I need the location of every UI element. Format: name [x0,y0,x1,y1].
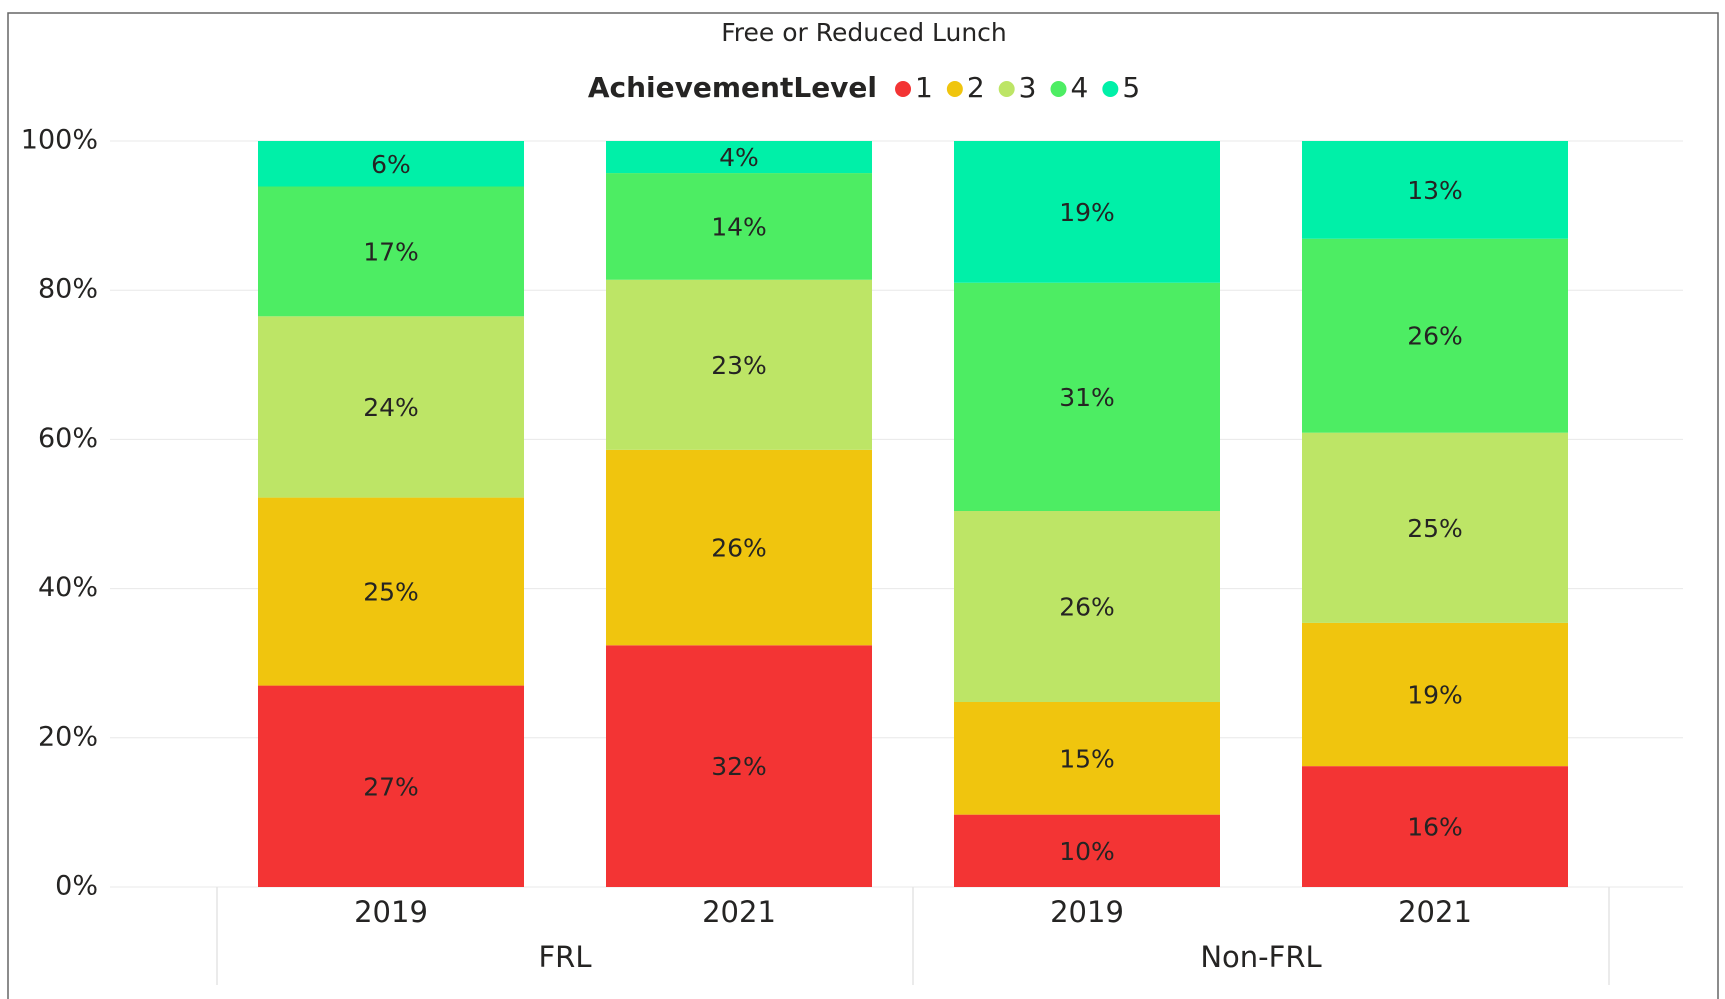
bar-segment [606,645,872,887]
legend-swatch [895,81,912,97]
bar-segment [606,173,872,280]
chart-title: Free or Reduced Lunch [721,18,1007,47]
data-label: 16% [1407,813,1463,842]
legend-label: 5 [1122,71,1140,104]
data-label: 25% [363,578,419,607]
legend-label: 2 [967,71,985,104]
data-label: 4% [719,143,759,172]
legend-swatch [1102,81,1119,97]
bar-segment [258,141,524,187]
data-label: 19% [1407,681,1463,710]
x-tick-label: 2021 [1398,895,1472,929]
y-tick-label: 100% [21,125,98,156]
x-tick-label: 2021 [702,895,776,929]
data-label: 25% [1407,514,1463,543]
data-label: 26% [711,534,767,563]
bar-segment [1302,141,1568,239]
x-tick-label: 2019 [354,895,428,929]
bar-segment [954,511,1220,702]
bar-segment [1302,238,1568,433]
data-label: 31% [1059,383,1115,412]
bar-segment [606,449,872,646]
legend-label: 4 [1071,71,1089,104]
group-label: Non-FRL [1200,940,1321,974]
bar-segment [606,141,872,174]
group-label: FRL [539,940,592,974]
data-label: 6% [371,150,411,179]
y-tick-label: 20% [38,721,98,752]
y-tick-label: 0% [55,871,98,902]
data-label: 19% [1059,198,1115,227]
bar-segment [954,701,1220,815]
bar-segment [606,279,872,450]
data-label: 13% [1407,176,1463,205]
legend-swatch [1050,81,1067,97]
data-label: 17% [363,237,419,266]
y-tick-label: 60% [38,423,98,454]
bar-segment [954,814,1220,887]
bar-segment [258,497,524,686]
data-label: 27% [363,772,419,801]
bar-segment [1302,622,1568,767]
legend-swatch [946,81,963,97]
data-label: 14% [711,212,767,241]
bar-segment [258,316,524,498]
bar-segment [954,141,1220,283]
data-label: 26% [1407,322,1463,351]
x-tick-label: 2019 [1050,895,1124,929]
legend-swatch [998,81,1015,97]
data-label: 15% [1059,744,1115,773]
y-tick-label: 80% [38,274,98,305]
data-label: 26% [1059,593,1115,622]
data-label: 10% [1059,837,1115,866]
data-label: 23% [711,351,767,380]
y-tick-label: 40% [38,572,98,603]
frame [7,12,1719,999]
bar-segment [258,186,524,317]
legend-title: AchievementLevel [588,71,877,104]
legend-label: 1 [915,71,933,104]
data-label: 32% [711,752,767,781]
legend-label: 3 [1019,71,1037,104]
data-label: 24% [363,393,419,422]
bar-segment [954,282,1220,512]
bar-segment [1302,766,1568,887]
bar-segment [1302,432,1568,623]
bar-segment [258,685,524,887]
